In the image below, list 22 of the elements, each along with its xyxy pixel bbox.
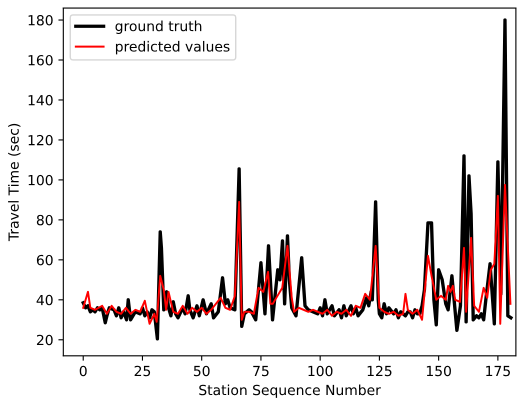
- line-series: [82, 184, 512, 325]
- y-tick-label: 40: [36, 294, 53, 306]
- x-axis-title: Station Sequence Number: [199, 384, 381, 398]
- legend-label: predicted values: [116, 40, 230, 54]
- x-tick-label: 0: [80, 366, 87, 376]
- y-axis-title: Travel Time (sec): [8, 124, 20, 242]
- y-tick-label: 20: [36, 334, 53, 346]
- legend-label: ground truth: [115, 20, 202, 34]
- x-tick-label: 175: [486, 366, 510, 376]
- x-tick-label: 100: [308, 366, 332, 376]
- y-tick-label: 100: [28, 174, 53, 186]
- y-tick-label: 60: [36, 254, 53, 266]
- x-tick-label: 75: [253, 366, 269, 376]
- x-tick-label: 25: [134, 366, 150, 376]
- y-tick-label: 140: [28, 94, 53, 106]
- y-tick-label: 180: [28, 15, 53, 26]
- y-tick-label: 120: [28, 134, 53, 146]
- x-tick-label: 125: [368, 366, 392, 376]
- y-tick-label: 160: [28, 54, 53, 66]
- x-tick-label: 50: [194, 366, 210, 376]
- x-tick-label: 150: [426, 366, 451, 376]
- y-tick-label: 80: [36, 214, 53, 226]
